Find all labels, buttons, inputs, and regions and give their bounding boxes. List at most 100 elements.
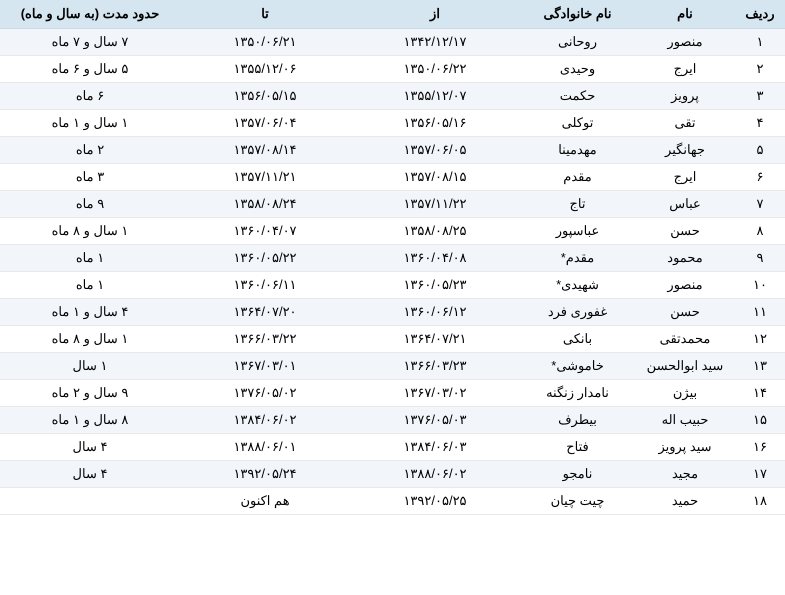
cell-name: سید پرویز [635, 434, 735, 461]
cell-name: منصور [635, 29, 735, 56]
cell-name: بیژن [635, 380, 735, 407]
cell-duration: ۱ سال و ۸ ماه [0, 218, 180, 245]
cell-row: ۱ [735, 29, 785, 56]
cell-duration: ۵ سال و ۶ ماه [0, 56, 180, 83]
cell-duration: ۱ سال [0, 353, 180, 380]
cell-surname: روحانی [520, 29, 635, 56]
table-row: ۱۸حمیدچیت چیان۱۳۹۲/۰۵/۲۵هم اکنون [0, 488, 785, 515]
cell-from: ۱۳۹۲/۰۵/۲۵ [350, 488, 520, 515]
cell-to: ۱۳۶۴/۰۷/۲۰ [180, 299, 350, 326]
cell-to: ۱۳۵۷/۰۸/۱۴ [180, 137, 350, 164]
cell-duration: ۱ سال و ۱ ماه [0, 110, 180, 137]
table-row: ۱۱حسنغفوری فرد۱۳۶۰/۰۶/۱۲۱۳۶۴/۰۷/۲۰۴ سال … [0, 299, 785, 326]
cell-name: مجید [635, 461, 735, 488]
cell-from: ۱۳۵۰/۰۶/۲۲ [350, 56, 520, 83]
cell-row: ۲ [735, 56, 785, 83]
header-duration: حدود مدت (به سال و ماه) [0, 0, 180, 29]
table-row: ۱۶سید پرویزفتاح۱۳۸۴/۰۶/۰۳۱۳۸۸/۰۶/۰۱۴ سال [0, 434, 785, 461]
cell-name: حسن [635, 299, 735, 326]
table-row: ۹محمودمقدم*۱۳۶۰/۰۴/۰۸۱۳۶۰/۰۵/۲۲۱ ماه [0, 245, 785, 272]
cell-duration: ۴ سال [0, 461, 180, 488]
cell-row: ۱۸ [735, 488, 785, 515]
cell-surname: حکمت [520, 83, 635, 110]
cell-surname: فتاح [520, 434, 635, 461]
cell-surname: مقدم [520, 164, 635, 191]
cell-row: ۸ [735, 218, 785, 245]
cell-from: ۱۳۶۶/۰۳/۲۳ [350, 353, 520, 380]
cell-duration: ۳ ماه [0, 164, 180, 191]
cell-surname: چیت چیان [520, 488, 635, 515]
cell-row: ۶ [735, 164, 785, 191]
cell-to: ۱۳۵۰/۰۶/۲۱ [180, 29, 350, 56]
cell-duration: ۶ ماه [0, 83, 180, 110]
table-row: ۸حسنعباسپور۱۳۵۸/۰۸/۲۵۱۳۶۰/۰۴/۰۷۱ سال و ۸… [0, 218, 785, 245]
header-row-number: ردیف [735, 0, 785, 29]
cell-to: ۱۳۵۵/۱۲/۰۶ [180, 56, 350, 83]
cell-to: ۱۳۵۶/۰۵/۱۵ [180, 83, 350, 110]
cell-from: ۱۳۵۵/۱۲/۰۷ [350, 83, 520, 110]
cell-row: ۵ [735, 137, 785, 164]
header-surname: نام خانوادگی [520, 0, 635, 29]
cell-duration [0, 488, 180, 515]
table-row: ۱۷مجیدنامجو۱۳۸۸/۰۶/۰۲۱۳۹۲/۰۵/۲۴۴ سال [0, 461, 785, 488]
cell-from: ۱۳۶۰/۰۴/۰۸ [350, 245, 520, 272]
cell-from: ۱۳۵۶/۰۵/۱۶ [350, 110, 520, 137]
cell-name: محمود [635, 245, 735, 272]
cell-surname: نامدار زنگنه [520, 380, 635, 407]
header-name: نام [635, 0, 735, 29]
cell-duration: ۷ سال و ۷ ماه [0, 29, 180, 56]
ministers-table: ردیف نام نام خانوادگی از تا حدود مدت (به… [0, 0, 785, 515]
cell-from: ۱۳۸۴/۰۶/۰۳ [350, 434, 520, 461]
cell-to: ۱۳۶۷/۰۳/۰۱ [180, 353, 350, 380]
cell-row: ۱۴ [735, 380, 785, 407]
cell-duration: ۱ ماه [0, 272, 180, 299]
cell-row: ۱۰ [735, 272, 785, 299]
cell-to: ۱۳۵۷/۱۱/۲۱ [180, 164, 350, 191]
cell-to: هم اکنون [180, 488, 350, 515]
cell-to: ۱۳۵۷/۰۶/۰۴ [180, 110, 350, 137]
table-row: ۱۳سید ابوالحسنخاموشی*۱۳۶۶/۰۳/۲۳۱۳۶۷/۰۳/۰… [0, 353, 785, 380]
cell-name: منصور [635, 272, 735, 299]
cell-from: ۱۳۶۴/۰۷/۲۱ [350, 326, 520, 353]
cell-from: ۱۳۴۲/۱۲/۱۷ [350, 29, 520, 56]
cell-row: ۷ [735, 191, 785, 218]
cell-from: ۱۳۵۷/۰۶/۰۵ [350, 137, 520, 164]
cell-to: ۱۳۷۶/۰۵/۰۲ [180, 380, 350, 407]
table-body: ۱منصورروحانی۱۳۴۲/۱۲/۱۷۱۳۵۰/۰۶/۲۱۷ سال و … [0, 29, 785, 515]
cell-row: ۱۶ [735, 434, 785, 461]
cell-duration: ۴ سال و ۱ ماه [0, 299, 180, 326]
cell-row: ۱۵ [735, 407, 785, 434]
cell-name: جهانگیر [635, 137, 735, 164]
table-row: ۷عباستاج۱۳۵۷/۱۱/۲۲۱۳۵۸/۰۸/۲۴۹ ماه [0, 191, 785, 218]
cell-row: ۱۳ [735, 353, 785, 380]
table-row: ۱۵حبیب الهبیطرف۱۳۷۶/۰۵/۰۳۱۳۸۴/۰۶/۰۲۸ سال… [0, 407, 785, 434]
header-from: از [350, 0, 520, 29]
cell-duration: ۲ ماه [0, 137, 180, 164]
cell-row: ۱۷ [735, 461, 785, 488]
table-row: ۴تقیتوکلی۱۳۵۶/۰۵/۱۶۱۳۵۷/۰۶/۰۴۱ سال و ۱ م… [0, 110, 785, 137]
cell-to: ۱۳۶۰/۰۴/۰۷ [180, 218, 350, 245]
cell-name: ایرج [635, 56, 735, 83]
cell-from: ۱۳۷۶/۰۵/۰۳ [350, 407, 520, 434]
cell-row: ۹ [735, 245, 785, 272]
cell-from: ۱۳۶۷/۰۳/۰۲ [350, 380, 520, 407]
cell-row: ۴ [735, 110, 785, 137]
cell-surname: بیطرف [520, 407, 635, 434]
cell-name: حمید [635, 488, 735, 515]
cell-name: پرویز [635, 83, 735, 110]
header-to: تا [180, 0, 350, 29]
table-row: ۵جهانگیرمهدمینا۱۳۵۷/۰۶/۰۵۱۳۵۷/۰۸/۱۴۲ ماه [0, 137, 785, 164]
cell-name: محمدتقی [635, 326, 735, 353]
cell-surname: مقدم* [520, 245, 635, 272]
cell-surname: وحیدی [520, 56, 635, 83]
cell-surname: بانکی [520, 326, 635, 353]
cell-duration: ۴ سال [0, 434, 180, 461]
table-row: ۲ایرجوحیدی۱۳۵۰/۰۶/۲۲۱۳۵۵/۱۲/۰۶۵ سال و ۶ … [0, 56, 785, 83]
cell-from: ۱۳۵۷/۱۱/۲۲ [350, 191, 520, 218]
cell-row: ۱۲ [735, 326, 785, 353]
cell-name: حسن [635, 218, 735, 245]
cell-surname: توکلی [520, 110, 635, 137]
cell-from: ۱۳۶۰/۰۶/۱۲ [350, 299, 520, 326]
table-row: ۱منصورروحانی۱۳۴۲/۱۲/۱۷۱۳۵۰/۰۶/۲۱۷ سال و … [0, 29, 785, 56]
cell-name: سید ابوالحسن [635, 353, 735, 380]
